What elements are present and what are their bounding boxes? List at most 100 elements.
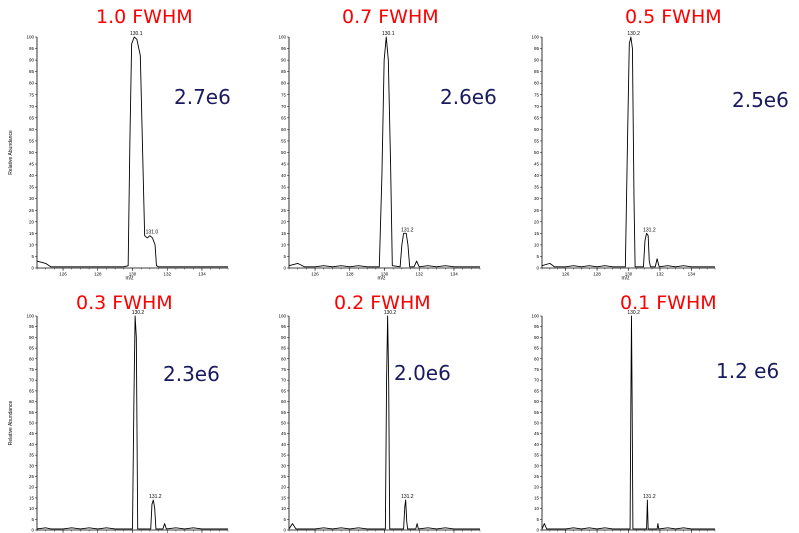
y-tick-label: 55 [29, 138, 35, 143]
y-tick-label: 90 [281, 58, 287, 63]
chart-panel-5: 0.2 FWHM 2.0e6 0 5 10 15 20 25 30 35 40 45 50 55 60 6… [252, 267, 512, 533]
y-tick-label: 20 [29, 485, 35, 490]
y-tick-label: 5 [536, 517, 539, 522]
y-tick-label: 95 [281, 324, 287, 329]
y-tick-label: 65 [534, 115, 540, 120]
y-tick-label: 75 [281, 367, 287, 372]
y-tick-label: 60 [534, 127, 540, 132]
intensity-label: 1.2 e6 [716, 359, 780, 383]
x-tick-label: 126 [59, 272, 67, 277]
y-tick-label: 50 [534, 150, 540, 155]
y-tick-label: 65 [29, 388, 35, 393]
y-tick-label: 70 [281, 104, 287, 109]
y-tick-label: 40 [281, 442, 287, 447]
y-tick-label: 50 [534, 421, 540, 426]
x-axis-label: m/z [125, 276, 134, 282]
y-tick-label: 75 [534, 367, 540, 372]
y-tick-label: 60 [534, 399, 540, 404]
intensity-label: 2.7e6 [174, 85, 231, 109]
y-tick-label: 80 [29, 356, 35, 361]
y-tick-label: 0 [536, 266, 539, 271]
y-tick-label: 85 [534, 69, 540, 74]
y-tick-label: 70 [281, 378, 287, 383]
y-tick-label: 35 [534, 185, 540, 190]
y-tick-label: 30 [29, 196, 35, 201]
y-tick-label: 95 [29, 324, 35, 329]
y-tick-label: 100 [26, 314, 34, 319]
intensity-label: 2.3e6 [163, 362, 220, 386]
y-tick-label: 25 [534, 208, 540, 213]
peak-label: 131.2 [401, 494, 414, 500]
y-tick-label: 15 [281, 495, 287, 500]
y-tick-label: 20 [534, 485, 540, 490]
y-tick-label: 75 [534, 92, 540, 97]
x-tick-label: 132 [415, 272, 423, 277]
x-axis-label: m/z [621, 276, 630, 282]
y-tick-label: 5 [283, 517, 286, 522]
panel-title: 0.3 FWHM [76, 292, 173, 314]
spectrum-plot: 0 5 10 15 20 25 30 35 40 45 50 55 60 65 70 75 80 85 90 95 10… [531, 31, 716, 282]
y-tick-label: 50 [281, 421, 287, 426]
y-tick-label: 65 [534, 388, 540, 393]
y-tick-label: 15 [534, 231, 540, 236]
x-tick-label: 134 [688, 272, 696, 277]
y-tick-label: 20 [281, 485, 287, 490]
peak-label: 130.1 [382, 31, 395, 37]
peak-label: 131.0 [146, 230, 159, 236]
intensity-label: 2.6e6 [440, 85, 497, 109]
peak-label: 130.2 [627, 31, 640, 37]
y-tick-label: 50 [281, 150, 287, 155]
x-axis-label: m/z [377, 276, 386, 282]
chart-panel-1: 1.0 FWHM 2.7e6 0 5 10 15 20 25 30 35 40 45 50 55 60 6… [0, 0, 260, 282]
y-tick-label: 100 [26, 35, 34, 40]
y-tick-label: 75 [29, 367, 35, 372]
spectrum-line [36, 36, 228, 268]
y-tick-label: 40 [281, 173, 287, 178]
y-tick-label: 55 [281, 410, 287, 415]
y-tick-label: 20 [534, 219, 540, 224]
y-tick-label: 40 [29, 173, 35, 178]
spectrum-plot: 0 5 10 15 20 25 30 35 40 45 50 55 60 65 70 75 80 85 90 95 10… [531, 310, 716, 533]
y-tick-label: 55 [29, 410, 35, 415]
y-tick-label: 75 [29, 92, 35, 97]
y-tick-label: 10 [534, 506, 540, 511]
y-tick-label: 35 [281, 453, 287, 458]
peak-label: 130.2 [132, 310, 145, 316]
y-tick-label: 95 [534, 46, 540, 51]
y-axis-label: Relative Abundance [8, 130, 14, 175]
y-tick-label: 25 [281, 208, 287, 213]
x-tick-label: 132 [656, 272, 664, 277]
y-tick-label: 5 [31, 254, 34, 259]
y-tick-label: 25 [534, 474, 540, 479]
y-tick-label: 40 [534, 173, 540, 178]
y-tick-label: 100 [278, 314, 286, 319]
y-tick-label: 100 [278, 35, 286, 40]
y-tick-label: 30 [281, 196, 287, 201]
spectrum-plot: 0 5 10 15 20 25 30 35 40 45 50 55 60 65 70 75 80 85 90 95 10… [8, 31, 229, 282]
y-tick-label: 25 [29, 474, 35, 479]
y-tick-label: 10 [534, 242, 540, 247]
y-tick-label: 65 [281, 388, 287, 393]
y-tick-label: 60 [29, 127, 35, 132]
y-axis-label: Relative Abundance [8, 401, 14, 446]
y-tick-label: 70 [29, 378, 35, 383]
y-tick-label: 95 [534, 324, 540, 329]
y-tick-label: 30 [29, 463, 35, 468]
y-tick-label: 45 [281, 162, 287, 167]
y-tick-label: 5 [283, 254, 286, 259]
peak-label: 130.2 [384, 310, 397, 316]
y-tick-label: 80 [29, 81, 35, 86]
y-tick-label: 60 [281, 127, 287, 132]
y-tick-label: 95 [29, 46, 35, 51]
chart-panel-4: 0.3 FWHM 2.3e6 0 5 10 15 20 25 30 35 40 45 50 55 60 6… [0, 267, 260, 533]
y-tick-label: 90 [534, 335, 540, 340]
intensity-label: 2.5e6 [732, 88, 789, 112]
spectrum-line [288, 36, 480, 268]
y-tick-label: 55 [281, 138, 287, 143]
x-tick-label: 128 [346, 272, 354, 277]
x-tick-label: 128 [593, 272, 601, 277]
y-tick-label: 100 [531, 314, 539, 319]
y-tick-label: 30 [534, 463, 540, 468]
y-tick-label: 40 [29, 442, 35, 447]
y-tick-label: 45 [534, 162, 540, 167]
